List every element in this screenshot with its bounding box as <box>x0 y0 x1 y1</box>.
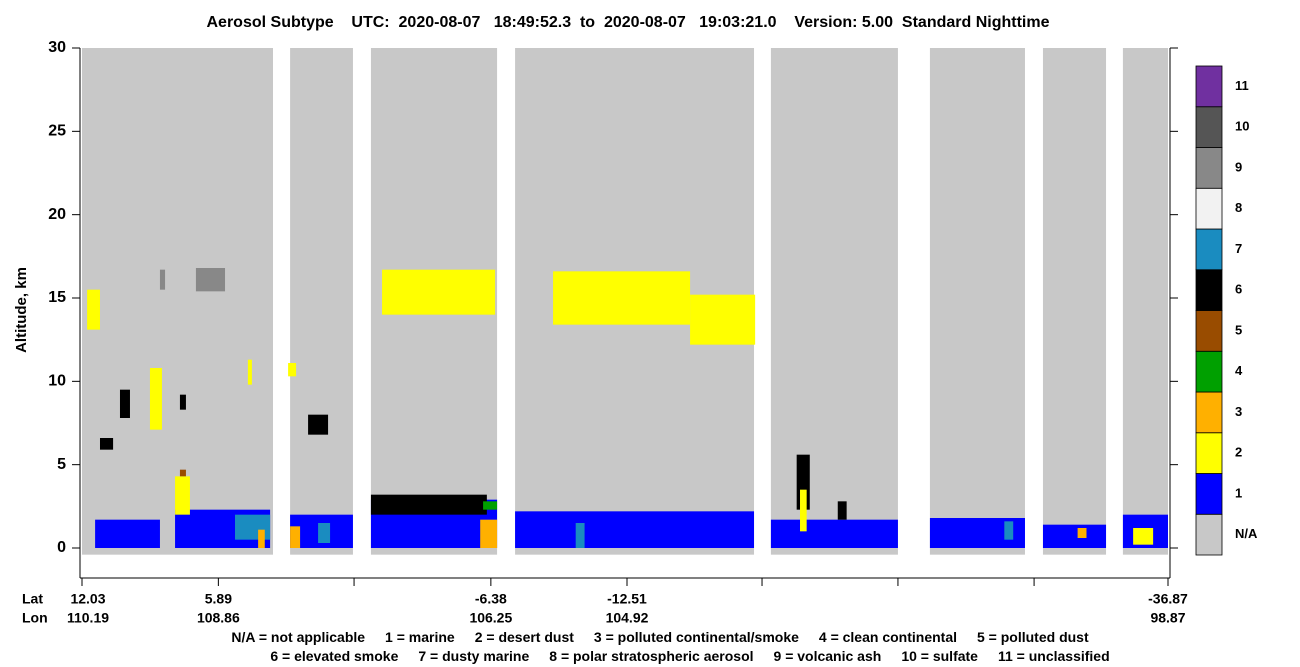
y-tick-label: 10 <box>48 373 66 390</box>
note: 5 = polluted dust <box>977 629 1089 645</box>
lon-label: 108.86 <box>197 610 240 626</box>
y-tick-label: 15 <box>48 289 66 306</box>
aerosol-feature <box>87 289 100 330</box>
colorbar-box <box>1195 65 1223 108</box>
aerosol-feature <box>1004 521 1014 540</box>
colorbar-label: 11 <box>1235 78 1249 93</box>
colorbar-label: 2 <box>1235 445 1242 460</box>
colorbar-box <box>1195 473 1223 515</box>
aerosol-feature <box>235 514 271 540</box>
na-segment <box>929 48 1025 555</box>
na-segment <box>770 48 898 555</box>
colorbar-label: 3 <box>1235 404 1242 419</box>
chart-title: Aerosol Subtype UTC: 2020-08-07 18:49:52… <box>207 14 1050 31</box>
colorbar-box <box>1195 432 1223 474</box>
na-segment <box>1122 48 1168 555</box>
y-axis-label: Altitude, km <box>13 267 30 353</box>
colorbar-label: 9 <box>1235 159 1242 174</box>
lon-label: 106.25 <box>469 610 512 626</box>
colorbar-label: 5 <box>1235 322 1242 337</box>
note: 8 = polar stratospheric aerosol <box>549 648 754 664</box>
note: 11 = unclassified <box>997 648 1110 664</box>
y-tick-label: 0 <box>57 539 66 556</box>
aerosol-feature <box>553 271 691 325</box>
y-tick-label: 20 <box>48 206 66 223</box>
na-segment <box>82 48 273 555</box>
aerosol-feature <box>382 269 496 315</box>
aerosol-feature <box>95 519 160 548</box>
colorbar-box <box>1195 269 1223 311</box>
lon-label: 98.87 <box>1150 610 1185 626</box>
aerosol-feature <box>480 519 498 548</box>
lon-label: 110.19 <box>67 610 109 626</box>
lat-label: 5.89 <box>205 591 232 607</box>
na-segment <box>290 48 353 555</box>
colorbar-box <box>1195 391 1223 434</box>
aerosol-feature <box>515 511 755 548</box>
lon-label: 104.92 <box>606 610 649 626</box>
lat-label: -12.51 <box>607 591 647 607</box>
aerosol-feature <box>370 494 487 515</box>
colorbar-label: 4 <box>1235 363 1243 378</box>
colorbar-label: 6 <box>1235 282 1242 297</box>
aerosol-feature <box>159 269 166 290</box>
aerosol-feature <box>258 529 265 548</box>
colorbar-box <box>1195 187 1223 230</box>
aerosol-feature <box>318 523 331 543</box>
note: 7 = dusty marine <box>418 648 530 664</box>
colorbar-box <box>1195 106 1223 148</box>
aerosol-feature <box>575 523 585 548</box>
aerosol-feature <box>179 469 186 477</box>
aerosol-feature <box>149 368 162 430</box>
colorbar-box <box>1195 147 1223 189</box>
y-tick-label: 25 <box>48 123 66 140</box>
note: 1 = marine <box>385 629 455 645</box>
lat-label: -6.38 <box>475 591 507 607</box>
aerosol-feature <box>179 394 186 410</box>
colorbar-label: N/A <box>1235 526 1258 541</box>
aerosol-feature <box>483 501 498 510</box>
aerosol-feature <box>1077 528 1087 538</box>
aerosol-feature <box>195 268 226 292</box>
note-row: 6 = elevated smoke 7 = dusty marine 8 = po… <box>0 648 1300 664</box>
aerosol-feature <box>837 501 847 520</box>
note: 6 = elevated smoke <box>270 648 399 664</box>
note: 9 = volcanic ash <box>773 648 882 664</box>
note: 2 = desert dust <box>474 629 574 645</box>
aerosol-feature <box>308 414 329 435</box>
colorbar-label: 8 <box>1235 200 1242 215</box>
aerosol-feature <box>770 519 898 548</box>
colorbar-box <box>1195 310 1223 352</box>
aerosol-feature <box>690 294 756 345</box>
na-segment <box>1042 48 1107 555</box>
aerosol-feature <box>1042 524 1107 548</box>
lat-title: Lat <box>22 591 43 607</box>
aerosol-feature <box>99 438 114 450</box>
note: N/A = not applicable <box>231 629 366 645</box>
aerosol-feature <box>1133 528 1154 545</box>
colorbar-label: 10 <box>1235 119 1249 134</box>
aerosol-feature <box>175 476 190 515</box>
lat-label: 12.03 <box>70 591 105 607</box>
note-row: N/A = not applicable 1 = marine 2 = desert… <box>0 629 1300 645</box>
colorbar-label: 7 <box>1235 241 1242 256</box>
colorbar-box <box>1195 513 1223 556</box>
lon-title: Lon <box>22 610 48 626</box>
y-tick-label: 30 <box>48 39 66 56</box>
note: 10 = sulfate <box>901 648 978 664</box>
colorbar-label: 1 <box>1235 485 1242 500</box>
colorbar-box <box>1195 228 1223 271</box>
colorbar-box <box>1195 350 1223 393</box>
note: 4 = clean continental <box>818 629 957 645</box>
aerosol-feature <box>288 363 297 377</box>
aerosol-feature <box>290 526 301 548</box>
y-tick-label: 5 <box>57 456 66 473</box>
note: 3 = polluted continental/smoke <box>593 629 799 645</box>
aerosol-feature <box>119 389 130 418</box>
aerosol-feature <box>800 489 807 532</box>
aerosol-feature <box>247 359 252 385</box>
lat-label: -36.87 <box>1148 591 1188 607</box>
